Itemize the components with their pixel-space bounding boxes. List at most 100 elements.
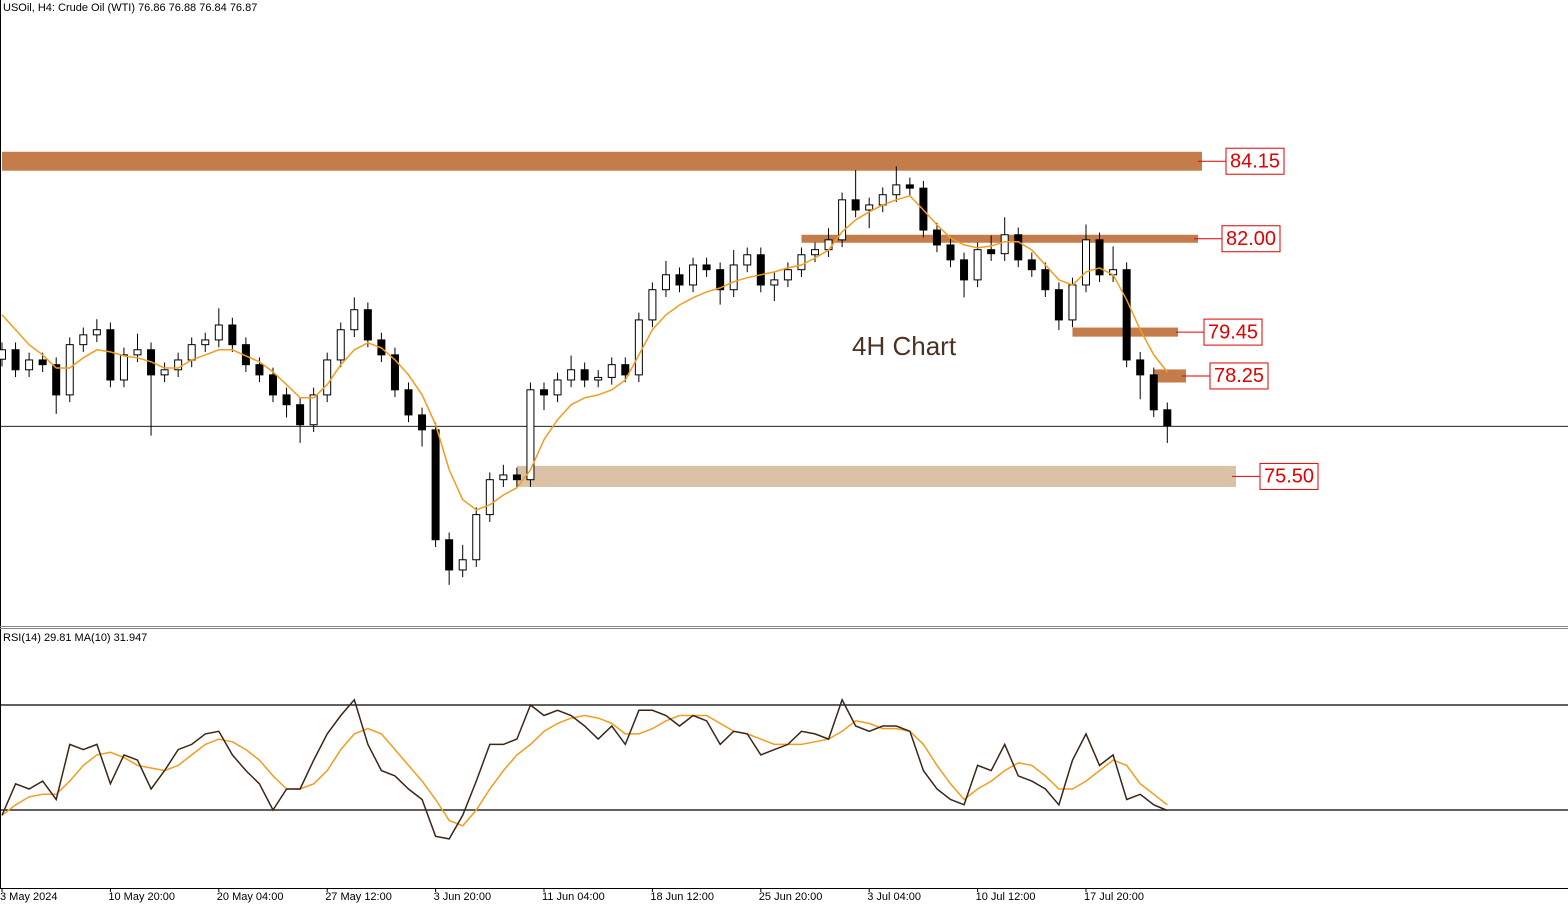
candle-body [960, 259, 969, 281]
candle-body [892, 184, 901, 196]
candle-body [79, 334, 88, 346]
zone-label: 84.15 [1230, 151, 1280, 173]
candle-body [1068, 284, 1077, 321]
candle-body [106, 329, 115, 381]
x-tick-label: 3 Jul 04:00 [867, 891, 921, 903]
zone [801, 234, 1198, 243]
candle-body [11, 349, 20, 371]
candle-body [458, 559, 467, 571]
candle-body [0, 349, 6, 360]
candle-body [526, 389, 535, 481]
x-tick-label: 3 Jun 20:00 [434, 891, 492, 903]
candle-body [702, 264, 711, 271]
candle-body [838, 199, 847, 241]
candle-body [553, 379, 562, 396]
candle-body [797, 254, 806, 271]
annotation: 4H Chart [852, 331, 957, 361]
candle-body [1082, 239, 1090, 286]
candle-body [1136, 359, 1145, 376]
x-tick-label: 3 May 2024 [0, 891, 57, 903]
candle-body [811, 249, 819, 256]
zone-label: 75.50 [1264, 466, 1314, 488]
candle-body [404, 389, 413, 416]
candle-body [607, 364, 616, 378]
candle-body [851, 199, 860, 211]
candle-body [946, 244, 955, 261]
candle-body [1149, 374, 1158, 411]
candle-body [770, 279, 779, 286]
candle-body [1122, 269, 1131, 361]
candle-body [282, 394, 291, 406]
candle-body [1163, 409, 1172, 427]
chart-title: USOil, H4: Crude Oil (WTI) 76.86 76.88 7… [3, 2, 257, 14]
candle-body [133, 349, 142, 356]
x-tick-label: 10 May 20:00 [108, 891, 175, 903]
rsi-title: RSI(14) 29.81 MA(10) 31.947 [3, 632, 147, 644]
candle-body [634, 319, 643, 376]
candle-body [52, 364, 61, 396]
candle-body [756, 254, 765, 286]
candle-body [174, 359, 183, 371]
candle-body [255, 364, 264, 376]
zone-label-box [1209, 362, 1269, 390]
moving-average [1, 194, 1168, 511]
candle-body [1000, 234, 1009, 255]
candle-body [689, 264, 698, 286]
candle-body [905, 184, 914, 189]
x-tick-label: 20 May 04:00 [217, 891, 284, 903]
candle-body [512, 474, 521, 481]
candle-body [621, 364, 630, 376]
candle-body [716, 269, 725, 291]
candle-body [390, 354, 399, 391]
candle-body [214, 324, 223, 341]
x-tick-label: 17 Jul 20:00 [1084, 891, 1144, 903]
candle-body [445, 539, 454, 571]
candle-body [431, 429, 440, 541]
candle-body [418, 414, 427, 431]
candle-body [25, 359, 34, 371]
candle-body [987, 249, 996, 255]
zone-label: 78.25 [1214, 365, 1264, 387]
candle-body [1041, 269, 1050, 291]
candle-body [363, 309, 372, 341]
candle-body [743, 254, 752, 266]
candle-body [350, 309, 359, 331]
candle-body [472, 514, 481, 561]
candle-body [675, 274, 684, 286]
zone [516, 465, 1236, 487]
candle-body [567, 369, 576, 381]
x-tick-label: 11 Jun 04:00 [542, 891, 605, 903]
candle-body [499, 474, 508, 481]
x-tick-label: 10 Jul 12:00 [976, 891, 1036, 903]
candle-body [119, 354, 128, 381]
candle-body [1095, 239, 1104, 276]
candle-body [228, 324, 237, 346]
candle-body [160, 369, 169, 376]
candle-body [932, 229, 941, 246]
candle-body [824, 239, 833, 251]
x-tick-label: 27 May 12:00 [325, 891, 392, 903]
candle-body [648, 289, 657, 321]
candle-body [187, 344, 196, 361]
zone [2, 151, 1202, 171]
candle-body [323, 359, 332, 396]
zone-label-box [1259, 462, 1319, 490]
candle-body [296, 404, 305, 426]
candle-body [309, 394, 318, 426]
candle-body [1014, 234, 1023, 261]
candle-body [594, 376, 603, 381]
rsi-line [1, 697, 1168, 840]
x-tick-label: 18 Jun 12:00 [650, 891, 714, 903]
candle-body [92, 329, 101, 336]
candle-body [580, 369, 589, 381]
candle-body [973, 249, 982, 281]
zone-label: 82.00 [1226, 228, 1276, 250]
x-tick-label: 25 Jun 20:00 [759, 891, 823, 903]
candle-body [38, 359, 47, 366]
zone [1153, 369, 1186, 383]
candle-body [65, 344, 74, 396]
candle-body [1027, 259, 1036, 271]
rsi-line [1, 714, 1168, 827]
candle-body [269, 374, 277, 396]
